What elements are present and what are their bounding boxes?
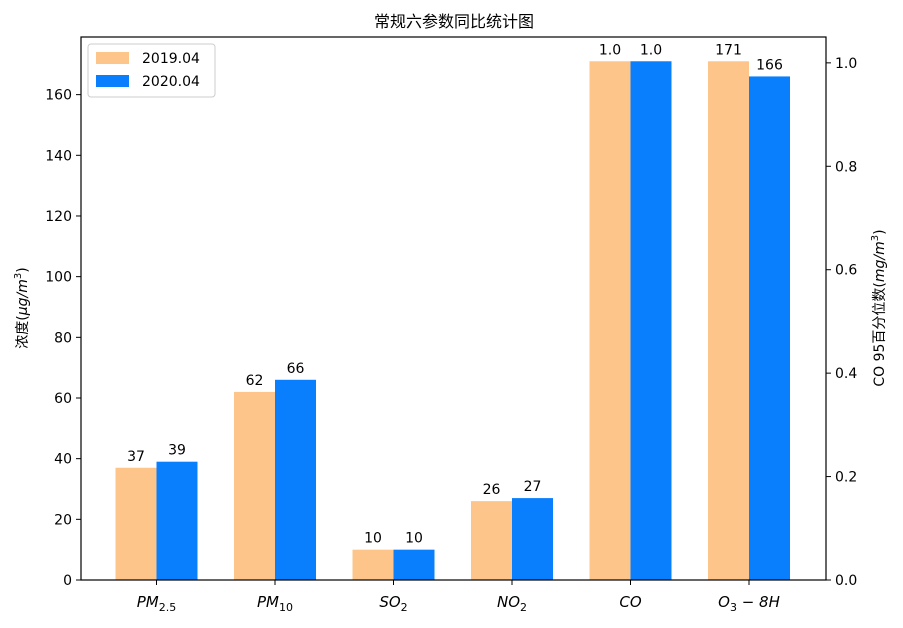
bar-NO2-2019.04	[471, 501, 512, 580]
bar-SO2-2019.04	[352, 549, 394, 580]
data-label-PM10-2019.04: 62	[246, 373, 264, 389]
y-axis-left: 0 20 40 60 80 100 120 140 160	[45, 88, 81, 589]
bars-layer	[115, 61, 790, 580]
y-tick-label: 80	[54, 330, 72, 346]
y2-tick-label: 1.0	[835, 56, 857, 72]
x-axis: PM2.5 PM10 SO2 NO2 CO O3 − 8H	[137, 580, 780, 614]
x-tick-label-CO: CO	[619, 593, 641, 611]
y-tick-label: 100	[45, 270, 72, 286]
x-tick-label-O3-8H: O3 − 8H	[718, 593, 780, 614]
data-labels-layer: 37 62 10 26 1.0 171 39 66 10 27 1.0 166	[127, 42, 783, 546]
data-label-SO2-2019.04: 10	[364, 531, 382, 547]
x-tick-label-NO2: NO2	[497, 593, 527, 614]
bar-PM10-2020.04	[275, 379, 316, 580]
plot-frame	[80, 36, 827, 581]
x-tick-label-PM10: PM10	[257, 593, 293, 614]
y-tick-label: 120	[45, 209, 72, 225]
y2-axis-title: CO 95百分位数(mg/m3)	[870, 229, 888, 386]
bar-O3-8H-2019.04	[708, 61, 749, 580]
bar-NO2-2020.04	[512, 498, 553, 580]
y-axis-title: 浓度(μg/m3)	[13, 267, 31, 348]
axis-titles: 浓度(μg/m3) CO 95百分位数(mg/m3)	[13, 229, 888, 386]
y-tick-label: 60	[54, 391, 72, 407]
legend: 2019.04 2020.04	[87, 43, 216, 98]
y2-tick-label: 0.6	[835, 263, 857, 279]
bar-CO-2020.04	[630, 61, 672, 580]
y-tick-label: 160	[45, 88, 72, 104]
data-label-NO2-2020.04: 27	[524, 479, 542, 495]
y2-tick-label: 0.8	[835, 159, 857, 175]
legend-label-2019.04: 2019.04	[142, 51, 200, 67]
chart-title: 常规六参数同比统计图	[374, 12, 534, 31]
y-tick-label: 140	[45, 148, 72, 164]
legend-swatch-2019.04	[96, 52, 129, 64]
data-label-CO-2020.04: 1.0	[640, 42, 662, 58]
data-label-PM2.5-2019.04: 37	[127, 449, 145, 465]
y-tick-label: 20	[54, 512, 72, 528]
bar-PM10-2019.04	[234, 391, 275, 580]
data-label-O3-8H-2019.04: 171	[715, 42, 742, 58]
bar-O3-8H-2020.04	[749, 76, 790, 580]
legend-swatch-2020.04	[96, 75, 129, 87]
y-tick-label: 0	[63, 573, 72, 589]
legend-label-2020.04: 2020.04	[142, 74, 200, 90]
y2-tick-label: 0.2	[835, 470, 857, 486]
data-label-NO2-2019.04: 26	[483, 482, 501, 498]
data-label-PM10-2020.04: 66	[287, 361, 305, 377]
bar-PM2.5-2019.04	[115, 467, 157, 580]
bar-SO2-2020.04	[393, 549, 435, 580]
bar-CO-2019.04	[589, 61, 631, 580]
data-label-O3-8H-2020.04: 166	[756, 57, 783, 73]
data-label-CO-2019.04: 1.0	[599, 42, 621, 58]
y-axis-right: 0.0 0.2 0.4 0.6 0.8 1.0	[826, 56, 857, 589]
data-label-PM2.5-2020.04: 39	[168, 443, 186, 459]
y2-tick-label: 0.4	[835, 366, 857, 382]
x-tick-label-SO2: SO2	[379, 593, 407, 614]
bar-PM2.5-2020.04	[156, 461, 198, 580]
x-tick-label-PM2.5: PM2.5	[137, 593, 177, 614]
data-label-SO2-2020.04: 10	[405, 531, 423, 547]
y-tick-label: 40	[54, 452, 72, 468]
y2-tick-label: 0.0	[835, 573, 857, 589]
